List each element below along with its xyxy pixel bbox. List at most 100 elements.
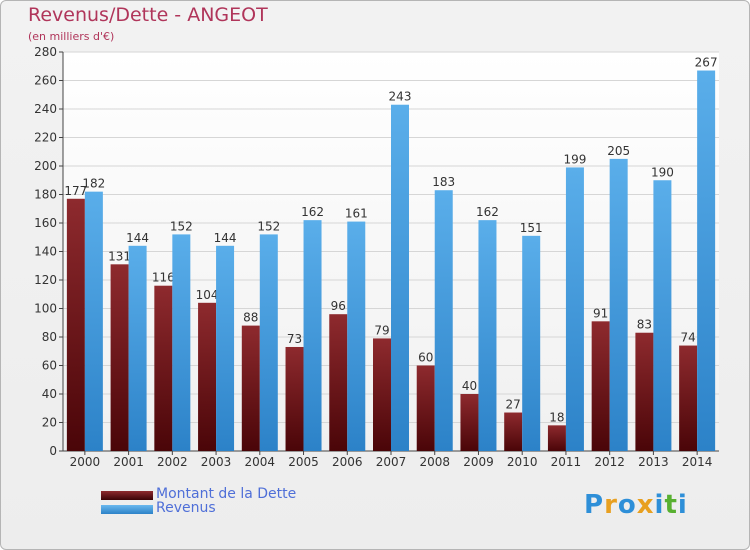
data-label-revenus: 144	[214, 231, 237, 245]
x-tick-label: 2001	[113, 455, 144, 469]
data-label-revenus: 267	[695, 56, 718, 70]
bar-revenus	[347, 221, 366, 451]
bar-dette	[241, 325, 260, 451]
x-tick-label: 2010	[507, 455, 538, 469]
bar-revenus	[216, 245, 235, 451]
data-label-dette: 83	[637, 318, 652, 332]
bar-dette	[66, 198, 85, 451]
bar-revenus	[697, 70, 716, 452]
data-label-dette: 177	[64, 184, 87, 198]
y-tick-label: 20	[42, 416, 57, 430]
x-tick-label: 2009	[463, 455, 494, 469]
bar-dette	[635, 332, 654, 451]
data-label-revenus: 183	[432, 175, 455, 189]
y-tick-label: 180	[34, 188, 57, 202]
y-tick-label: 220	[34, 131, 57, 145]
y-tick-label: 280	[34, 45, 57, 59]
x-tick-label: 2000	[70, 455, 101, 469]
y-tick-label: 200	[34, 159, 57, 173]
bar-dette	[198, 302, 217, 451]
bar-dette	[504, 412, 523, 451]
y-tick-label: 0	[49, 444, 57, 458]
bar-revenus	[391, 104, 409, 451]
data-label-revenus: 205	[607, 144, 630, 158]
bar-revenus	[609, 158, 628, 451]
data-label-revenus: 182	[82, 177, 105, 191]
data-label-dette: 74	[680, 331, 695, 345]
bar-revenus	[303, 220, 322, 451]
bar-dette	[460, 394, 479, 451]
data-label-revenus: 199	[563, 152, 586, 166]
proxiti-logo: Proxiti	[584, 490, 688, 520]
data-label-dette: 104	[196, 288, 219, 302]
bar-dette	[679, 345, 698, 451]
bar-dette	[416, 365, 435, 451]
x-tick-label: 2003	[201, 455, 232, 469]
bar-revenus	[84, 191, 103, 451]
bar-revenus	[172, 234, 191, 451]
data-label-dette: 91	[593, 306, 608, 320]
x-tick-label: 2005	[288, 455, 319, 469]
data-label-revenus: 161	[345, 207, 368, 221]
data-label-dette: 73	[287, 332, 302, 346]
data-label-revenus: 144	[126, 231, 149, 245]
x-tick-label: 2002	[157, 455, 188, 469]
data-label-dette: 60	[418, 351, 433, 365]
bar-dette	[547, 425, 566, 451]
bar-dette	[285, 346, 304, 451]
y-tick-label: 80	[42, 330, 57, 344]
bar-revenus	[434, 190, 453, 451]
data-label-revenus: 243	[389, 90, 412, 104]
bar-revenus	[478, 220, 497, 451]
data-label-dette: 96	[331, 299, 346, 313]
bar-revenus	[522, 235, 541, 451]
bar-dette	[154, 285, 173, 451]
legend-swatch-revenus	[101, 505, 153, 514]
x-tick-label: 2013	[638, 455, 669, 469]
y-tick-label: 100	[34, 302, 57, 316]
bar-dette	[110, 264, 129, 451]
bar-dette	[373, 338, 391, 451]
bar-dette	[591, 321, 610, 451]
data-label-dette: 88	[243, 311, 258, 325]
data-label-dette: 27	[506, 398, 521, 412]
y-tick-label: 160	[34, 216, 57, 230]
data-label-revenus: 151	[520, 221, 543, 235]
logo-letter: r	[604, 490, 618, 520]
legend-label-revenus: Revenus	[156, 500, 216, 516]
y-tick-label: 120	[34, 273, 57, 287]
data-label-dette: 131	[108, 249, 131, 263]
data-label-revenus: 190	[651, 165, 674, 179]
logo-letter: i	[677, 490, 688, 520]
y-tick-label: 260	[34, 74, 57, 88]
logo-letter: x	[636, 490, 655, 520]
data-label-dette: 18	[549, 410, 564, 424]
data-label-revenus: 152	[257, 219, 280, 233]
logo-letter: t	[664, 490, 678, 520]
bar-dette	[329, 314, 348, 451]
y-tick-label: 60	[42, 359, 57, 373]
data-label-revenus: 162	[301, 205, 324, 219]
x-tick-label: 2004	[245, 455, 276, 469]
logo-letter: i	[654, 490, 665, 520]
legend-swatch-dette	[101, 491, 153, 500]
y-tick-label: 140	[34, 245, 57, 259]
x-tick-label: 2008	[419, 455, 450, 469]
logo-letter: o	[617, 490, 637, 520]
x-tick-label: 2006	[332, 455, 363, 469]
data-label-revenus: 152	[170, 219, 193, 233]
bar-revenus	[128, 245, 147, 451]
x-tick-label: 2011	[551, 455, 582, 469]
data-label-revenus: 162	[476, 205, 499, 219]
y-tick-label: 40	[42, 387, 57, 401]
bar-revenus	[565, 167, 584, 452]
chart-subtitle: (en milliers d'€)	[28, 30, 115, 43]
x-tick-label: 2007	[376, 455, 407, 469]
logo-letter: P	[584, 490, 605, 520]
bar-revenus	[259, 234, 278, 451]
y-tick-label: 240	[34, 102, 57, 116]
data-label-dette: 116	[152, 271, 175, 285]
data-label-dette: 40	[462, 379, 477, 393]
